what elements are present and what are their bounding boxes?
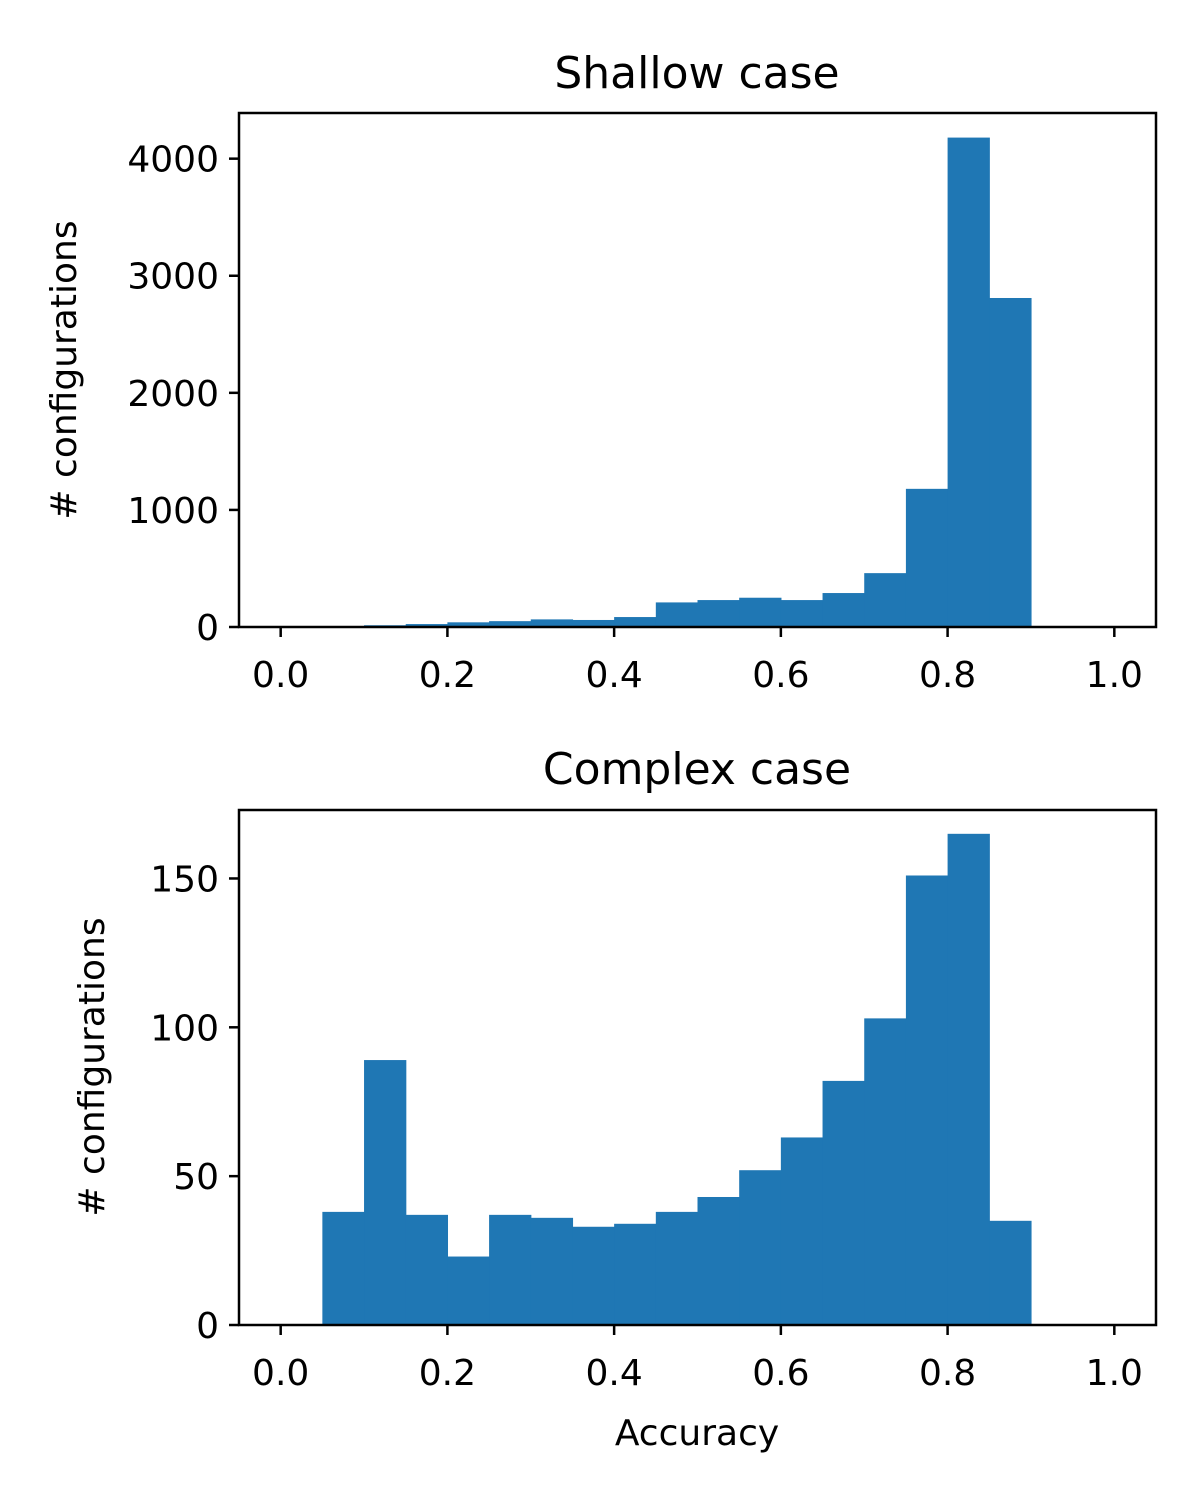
shallow-case-bars: [322, 137, 1032, 627]
shallow-case-ytick-label: 0: [196, 608, 219, 649]
complex-case-xlabel: Accuracy: [615, 1413, 779, 1454]
shallow-case-bar-10: [697, 600, 740, 627]
shallow-case-title: Shallow case: [554, 48, 839, 99]
shallow-case-bar-16: [947, 137, 990, 627]
complex-case-bar-3: [405, 1214, 449, 1325]
shallow-case-xtick-label: 1.0: [1086, 655, 1143, 696]
complex-case-xtick-label: 0.4: [586, 1353, 643, 1394]
shallow-case-ytick-label: 1000: [127, 491, 219, 532]
shallow-case-xtick-label: 0.2: [419, 655, 476, 696]
complex-case-xtick-label: 0.2: [419, 1353, 476, 1394]
complex-case-bar-10: [697, 1196, 740, 1325]
shallow-case-ytick-label: 3000: [127, 257, 219, 298]
complex-case-bar-13: [822, 1080, 865, 1325]
shallow-case-panel: Shallow case # configurations 0.0 0.2 0.4 0…: [44, 48, 1158, 696]
shallow-case-bar-7: [572, 619, 615, 627]
complex-case-bar-8: [614, 1223, 657, 1325]
shallow-case-xtick-label: 0.0: [252, 655, 309, 696]
complex-case-ytick-label: 0: [196, 1306, 219, 1347]
complex-case-bar-1: [322, 1211, 365, 1325]
shallow-case-ytick-label: 2000: [127, 374, 219, 415]
shallow-case-xtick-label: 0.8: [919, 655, 976, 696]
shallow-case-yticks: 0 1000 2000 3000 4000: [127, 140, 239, 649]
complex-case-bar-4: [447, 1256, 490, 1325]
shallow-case-bar-13: [822, 593, 865, 627]
complex-case-xtick-label: 0.0: [252, 1353, 309, 1394]
complex-case-bar-7: [572, 1226, 615, 1325]
shallow-case-bar-11: [739, 597, 782, 627]
shallow-case-xticks: 0.0 0.2 0.4 0.6 0.8 1.0: [252, 627, 1143, 696]
complex-case-bar-17: [989, 1220, 1032, 1325]
shallow-case-bar-17: [989, 297, 1032, 627]
complex-case-bar-2: [364, 1060, 407, 1325]
complex-case-ylabel: # configurations: [72, 917, 113, 1216]
complex-case-bar-9: [655, 1211, 699, 1325]
shallow-case-bar-4: [447, 622, 490, 627]
shallow-case-bar-9: [655, 602, 699, 627]
shallow-case-ylabel: # configurations: [44, 220, 85, 519]
complex-case-axes-frame: [237, 808, 1158, 1327]
complex-case-panel: Complex case # configurations Accuracy 0…: [72, 744, 1158, 1454]
complex-case-bars: [322, 833, 1032, 1325]
shallow-case-bar-15: [905, 488, 949, 627]
complex-case-bar-12: [780, 1137, 824, 1325]
complex-case-xtick-label: 1.0: [1086, 1353, 1143, 1394]
complex-case-bar-6: [530, 1217, 574, 1325]
complex-case-bar-16: [947, 833, 990, 1325]
complex-case-ytick-label: 50: [173, 1157, 219, 1198]
shallow-case-bar-3: [405, 624, 449, 627]
complex-case-xtick-label: 0.6: [752, 1353, 809, 1394]
complex-case-bar-11: [739, 1170, 782, 1325]
complex-case-title: Complex case: [543, 744, 851, 795]
complex-case-yticks: 0 50 100 150: [150, 859, 239, 1347]
shallow-case-bar-14: [864, 573, 907, 627]
shallow-case-bar-5: [489, 621, 532, 627]
complex-case-xticks: 0.0 0.2 0.4 0.6 0.8 1.0: [252, 1325, 1143, 1394]
shallow-case-bar-8: [614, 617, 657, 627]
shallow-case-bar-6: [530, 619, 574, 627]
complex-case-ytick-label: 100: [150, 1008, 219, 1049]
complex-case-bar-15: [905, 875, 949, 1325]
shallow-case-bar-12: [780, 600, 824, 627]
complex-case-bar-14: [864, 1018, 907, 1325]
shallow-case-xtick-label: 0.6: [752, 655, 809, 696]
complex-case-ytick-label: 150: [150, 859, 219, 900]
shallow-case-xtick-label: 0.4: [586, 655, 643, 696]
complex-case-bar-5: [489, 1214, 532, 1325]
shallow-case-axes-frame: [237, 111, 1158, 629]
shallow-case-ytick-label: 4000: [127, 140, 219, 181]
complex-case-xtick-label: 0.8: [919, 1353, 976, 1394]
